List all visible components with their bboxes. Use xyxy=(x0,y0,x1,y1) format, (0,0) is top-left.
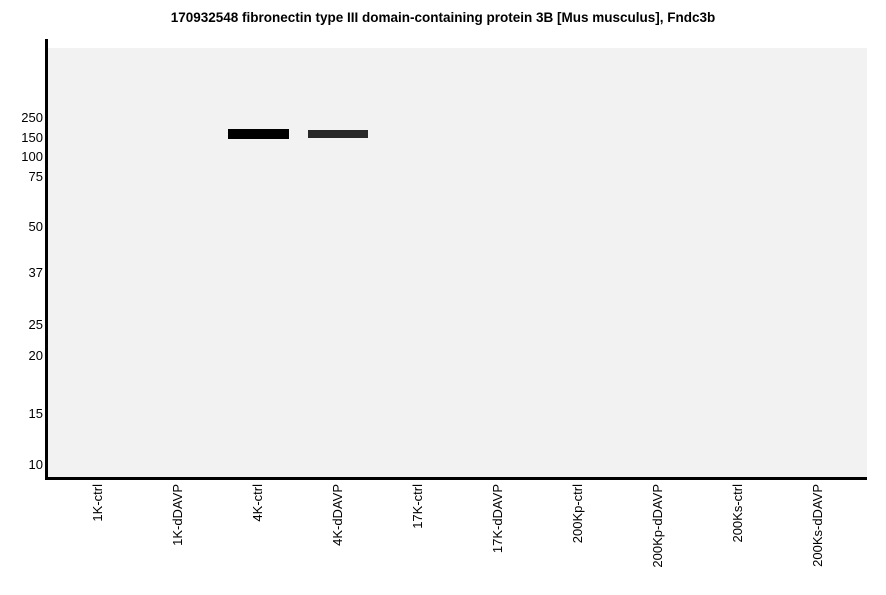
x-axis-line xyxy=(45,477,867,480)
mw-marker-label: 15 xyxy=(28,406,43,421)
mw-marker-label: 37 xyxy=(28,265,43,280)
mw-marker-label: 250 xyxy=(21,110,43,125)
lane-label: 1K-ctrl xyxy=(90,484,105,522)
lane-label: 17K-ctrl xyxy=(410,484,425,529)
lane-label: 200Ks-ctrl xyxy=(730,484,745,543)
plot-background xyxy=(48,48,867,477)
figure-title: 170932548 fibronectin type III domain-co… xyxy=(170,10,716,25)
mw-marker-label: 10 xyxy=(28,457,43,472)
lane-label: 4K-dDAVP xyxy=(330,484,345,546)
protein-band xyxy=(227,129,289,140)
y-axis-line xyxy=(45,39,48,480)
mw-marker-label: 25 xyxy=(28,317,43,332)
mw-marker-label: 150 xyxy=(21,130,43,145)
lane-label: 200Ks-dDAVP xyxy=(810,484,825,567)
mw-marker-label: 50 xyxy=(28,219,43,234)
lane-label: 17K-dDAVP xyxy=(490,484,505,554)
mw-marker-label: 75 xyxy=(28,169,43,184)
lane-label: 200Kp-ctrl xyxy=(570,484,585,544)
lane-label: 4K-ctrl xyxy=(250,484,265,522)
mw-marker-label: 20 xyxy=(28,348,43,363)
mw-marker-label: 100 xyxy=(21,149,43,164)
protein-band xyxy=(308,130,368,139)
lane-label: 1K-dDAVP xyxy=(170,484,185,546)
lane-label: 200Kp-dDAVP xyxy=(650,484,665,568)
